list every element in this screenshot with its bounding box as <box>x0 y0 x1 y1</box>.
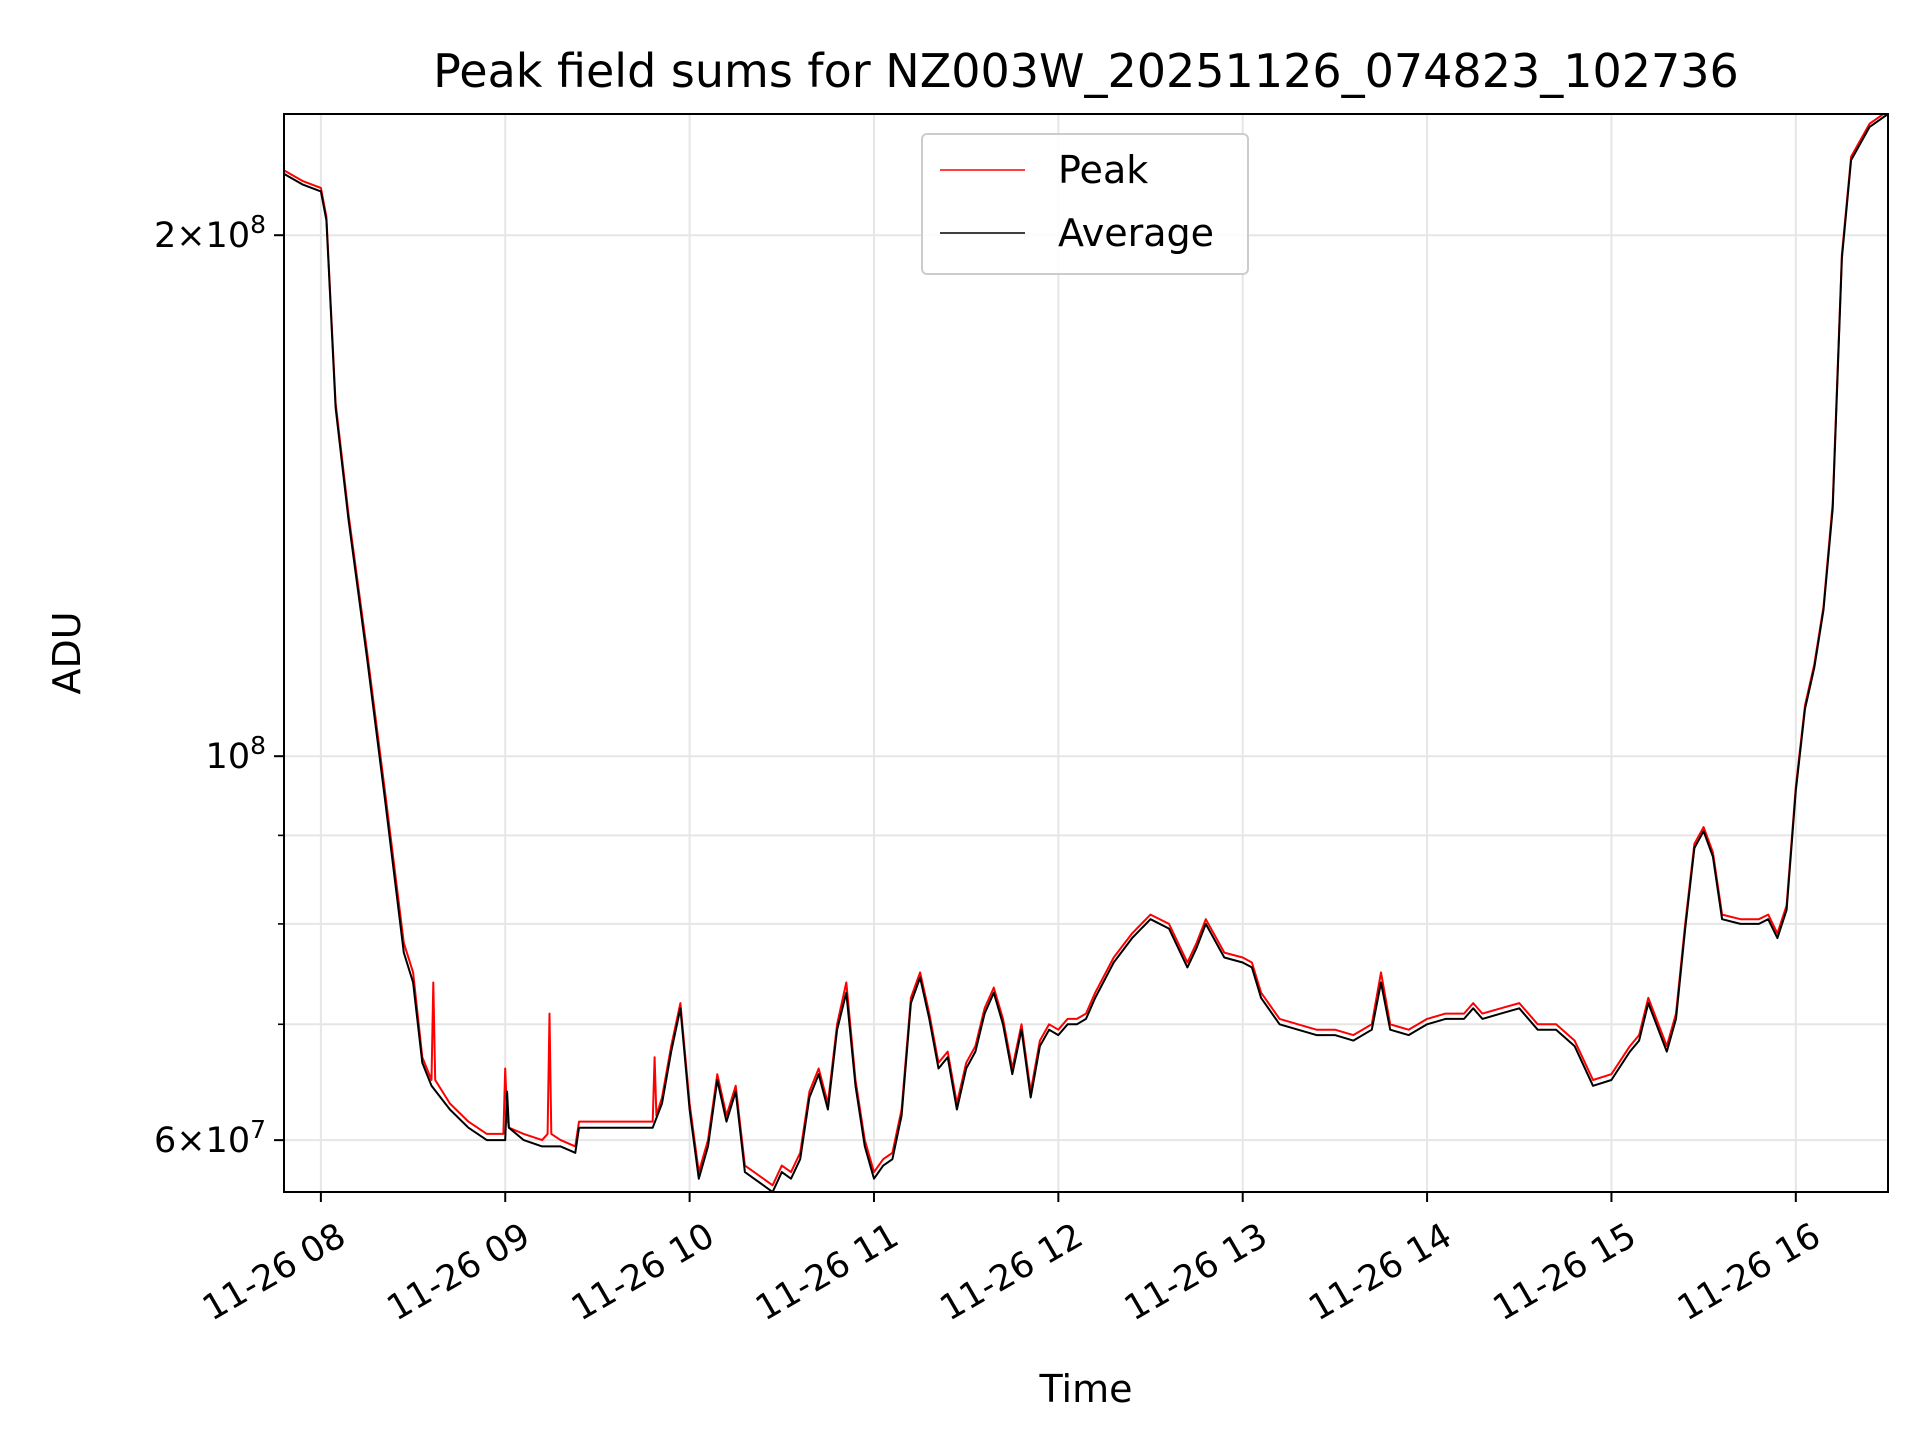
legend-label-peak: Peak <box>1058 148 1148 192</box>
series-line-peak <box>284 114 1886 1187</box>
chart-title: Peak field sums for NZ003W_20251126_0748… <box>433 44 1739 98</box>
plot-lines <box>284 114 1888 1192</box>
y-tick-label: 2×108 <box>154 210 266 256</box>
legend: Peak Average <box>921 133 1249 275</box>
legend-label-average: Average <box>1058 211 1214 255</box>
legend-box <box>921 133 1249 275</box>
series-line-average <box>284 114 1888 1192</box>
y-axis-label: ADU <box>45 611 89 694</box>
y-tick-label: 6×107 <box>154 1115 266 1161</box>
x-axis-label: Time <box>1039 1367 1133 1411</box>
plot-frame <box>283 113 1889 1193</box>
